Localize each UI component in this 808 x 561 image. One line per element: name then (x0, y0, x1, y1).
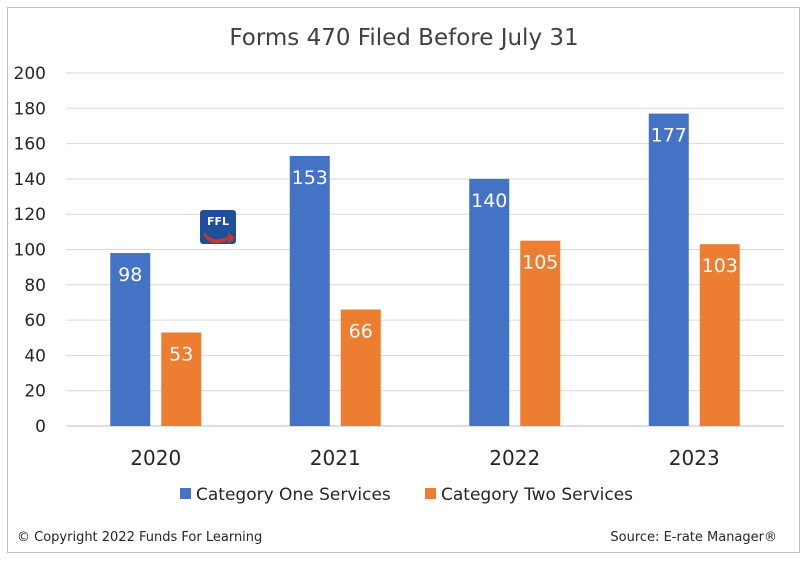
legend-label: Category One Services (196, 485, 391, 505)
data-label: 177 (651, 125, 687, 147)
data-label: 98 (118, 264, 142, 286)
y-tick-label: 140 (14, 170, 46, 190)
x-category-label: 2022 (489, 446, 540, 470)
bars: 98 53 153 66 140 105 177 103 (110, 113, 740, 426)
y-tick-label: 20 (24, 382, 46, 402)
chart-title: Forms 470 Filed Before July 31 (229, 25, 578, 51)
bar (699, 244, 740, 426)
copyright-text: © Copyright 2022 Funds For Learning (17, 530, 262, 545)
y-tick-label: 60 (24, 311, 46, 331)
y-tick-label: 0 (35, 417, 46, 437)
bar (469, 178, 510, 426)
y-tick-label: 80 (24, 276, 46, 296)
legend-label: Category Two Services (441, 485, 633, 505)
data-label: 153 (292, 167, 328, 189)
data-label: 140 (471, 190, 507, 212)
legend-swatch (425, 488, 436, 499)
source-text: Source: E-rate Manager® (610, 530, 777, 545)
bar (520, 240, 561, 426)
x-category-label: 2023 (669, 446, 720, 470)
y-tick-label: 200 (14, 64, 46, 84)
ffl-logo-icon: FFL (200, 210, 236, 244)
bar (110, 253, 151, 426)
y-tick-label: 120 (14, 205, 46, 225)
y-tick-label: 100 (14, 241, 46, 261)
x-axis-categories: 2020 2021 2022 2023 (130, 446, 719, 470)
logo-text: FFL (207, 215, 229, 228)
data-label: 103 (702, 255, 738, 277)
data-label: 66 (349, 321, 373, 343)
x-category-label: 2021 (310, 446, 361, 470)
y-tick-label: 160 (14, 135, 46, 155)
bar (289, 155, 330, 426)
bar (340, 309, 381, 426)
data-label: 105 (522, 252, 558, 274)
y-tick-label: 40 (24, 346, 46, 366)
legend-swatch (180, 488, 191, 499)
bar (161, 332, 202, 426)
bar (648, 113, 689, 426)
y-tick-label: 180 (14, 99, 46, 119)
data-label: 53 (169, 343, 193, 365)
legend: Category One Services Category Two Servic… (180, 485, 633, 505)
x-category-label: 2020 (130, 446, 181, 470)
y-axis-ticks: 0 20 40 60 80 100 120 140 160 180 200 (14, 64, 46, 437)
